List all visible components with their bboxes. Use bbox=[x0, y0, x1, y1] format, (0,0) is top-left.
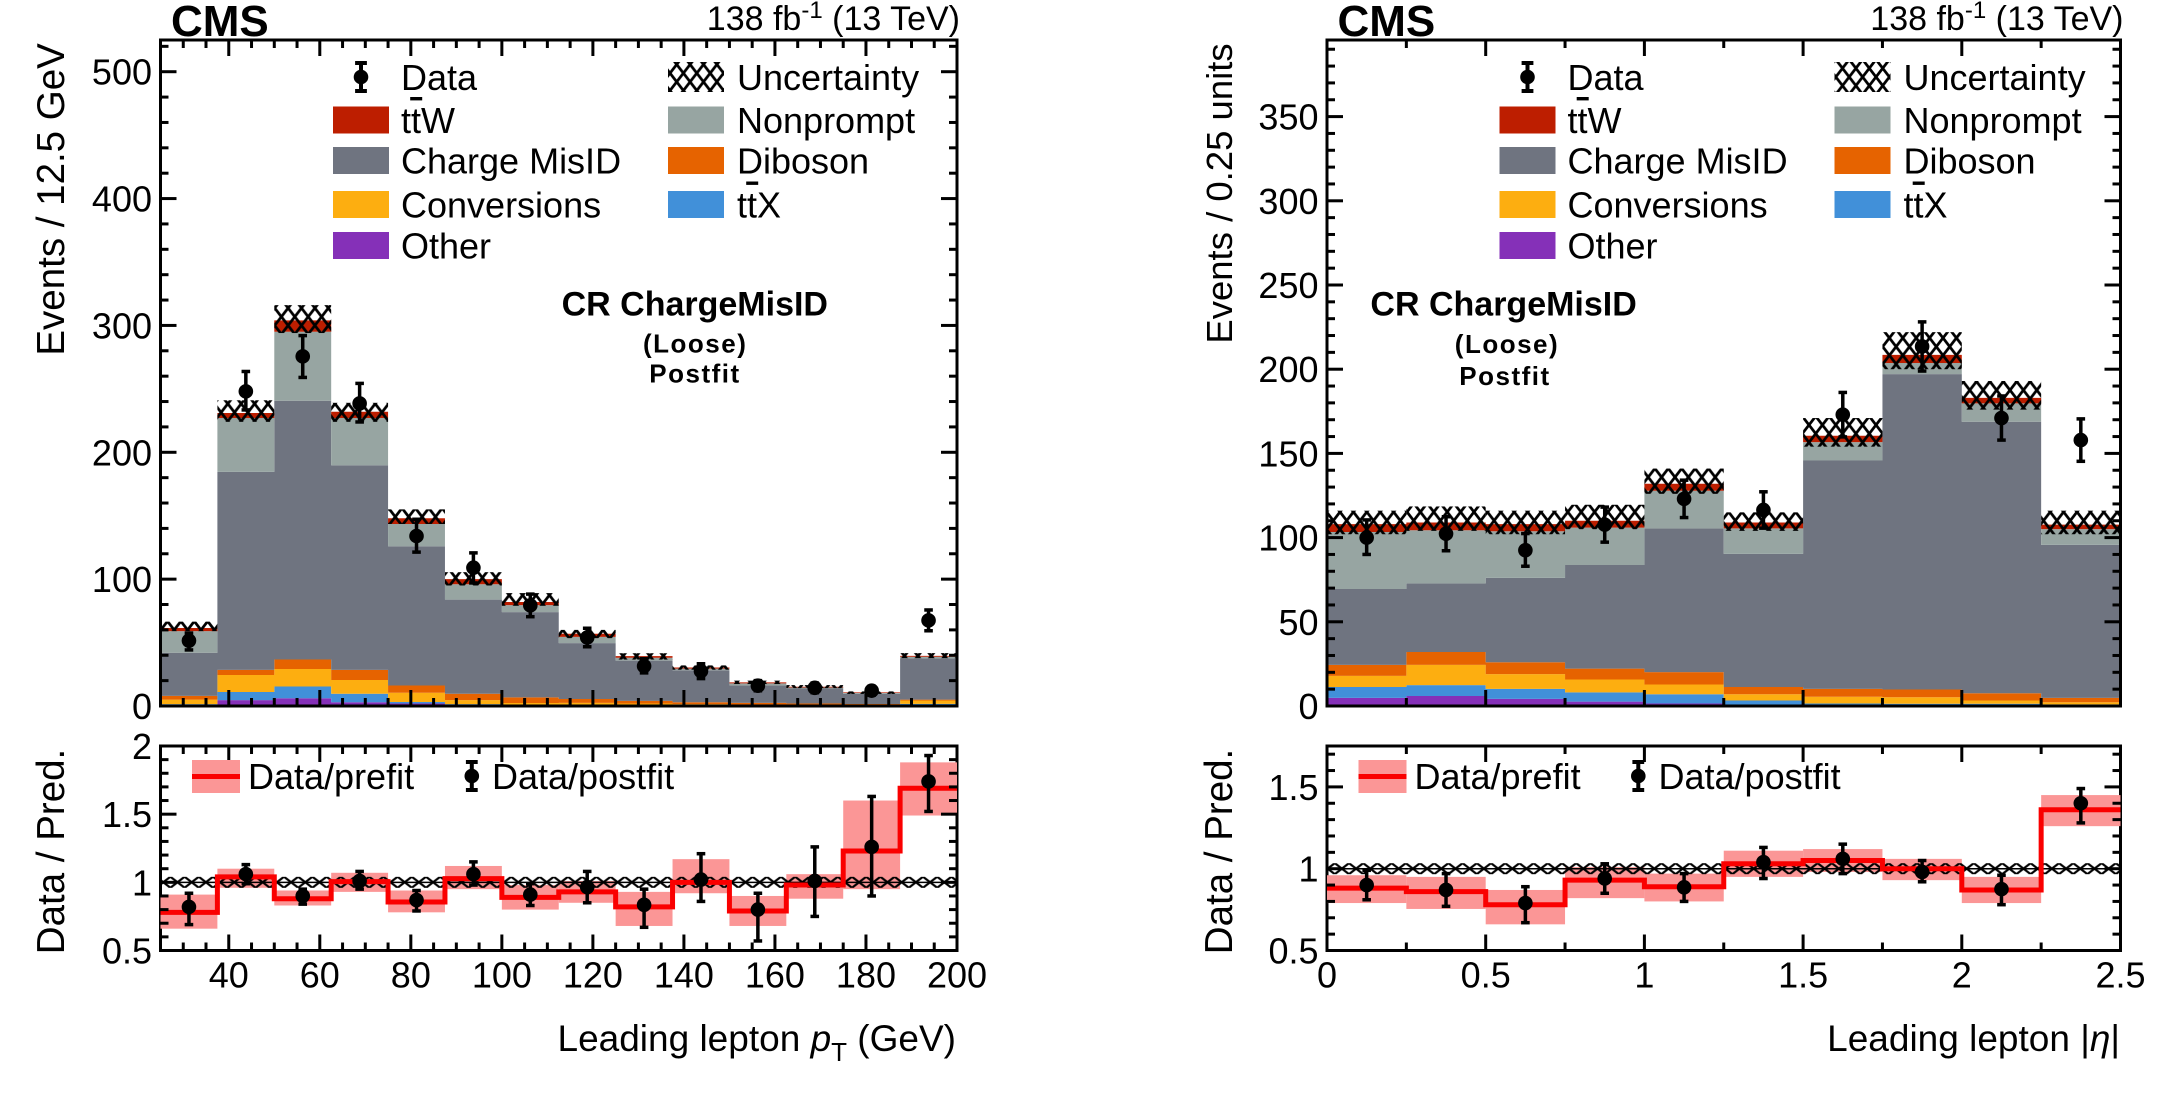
svg-text:160: 160 bbox=[745, 955, 805, 996]
svg-text:Data / Pred.: Data / Pred. bbox=[1198, 749, 1241, 954]
svg-text:CR ChargeMisID: CR ChargeMisID bbox=[1370, 286, 1636, 324]
svg-text:120: 120 bbox=[563, 955, 623, 996]
svg-text:0.5: 0.5 bbox=[1268, 931, 1318, 972]
svg-text:60: 60 bbox=[300, 955, 340, 996]
svg-text:1.5: 1.5 bbox=[1268, 767, 1318, 808]
svg-text:138 fb-1 (13 TeV): 138 fb-1 (13 TeV) bbox=[707, 0, 960, 38]
svg-text:Data / Pred.: Data / Pred. bbox=[30, 749, 73, 954]
svg-text:400: 400 bbox=[92, 179, 152, 220]
svg-text:100: 100 bbox=[1258, 518, 1318, 559]
svg-text:ttW: ttW bbox=[1568, 100, 1622, 141]
svg-text:0: 0 bbox=[132, 686, 152, 727]
svg-text:ttX: ttX bbox=[1904, 185, 1948, 226]
svg-text:Data: Data bbox=[1568, 57, 1645, 98]
svg-text:138 fb-1 (13 TeV): 138 fb-1 (13 TeV) bbox=[1870, 0, 2123, 38]
svg-text:500: 500 bbox=[92, 52, 152, 93]
svg-text:Conversions: Conversions bbox=[1568, 185, 1768, 226]
svg-text:300: 300 bbox=[92, 305, 152, 346]
svg-text:Postfit: Postfit bbox=[1459, 361, 1550, 391]
svg-text:Nonprompt: Nonprompt bbox=[1904, 100, 2082, 141]
svg-text:140: 140 bbox=[654, 955, 714, 996]
svg-text:0.5: 0.5 bbox=[102, 931, 152, 972]
svg-text:40: 40 bbox=[209, 955, 249, 996]
svg-text:Leading lepton |η|: Leading lepton |η| bbox=[1827, 1018, 2120, 1059]
svg-text:Charge MisID: Charge MisID bbox=[401, 141, 621, 182]
svg-text:250: 250 bbox=[1258, 265, 1318, 306]
svg-text:200: 200 bbox=[927, 955, 987, 996]
svg-text:Other: Other bbox=[401, 226, 491, 267]
svg-text:1.5: 1.5 bbox=[102, 794, 152, 835]
svg-text:Diboson: Diboson bbox=[1904, 141, 2036, 182]
svg-text:Data/postfit: Data/postfit bbox=[1659, 756, 1841, 797]
svg-text:2.5: 2.5 bbox=[2095, 955, 2145, 996]
svg-text:Uncertainty: Uncertainty bbox=[737, 57, 919, 98]
svg-text:ttW: ttW bbox=[401, 100, 455, 141]
svg-text:2: 2 bbox=[1952, 955, 1972, 996]
svg-text:Other: Other bbox=[1568, 226, 1658, 267]
svg-text:50: 50 bbox=[1278, 602, 1318, 643]
svg-text:100: 100 bbox=[92, 559, 152, 600]
svg-text:Data: Data bbox=[401, 57, 478, 98]
svg-text:Postfit: Postfit bbox=[649, 359, 740, 389]
svg-text:CMS: CMS bbox=[1338, 0, 1436, 46]
svg-text:1: 1 bbox=[132, 862, 152, 903]
svg-text:Charge MisID: Charge MisID bbox=[1568, 141, 1788, 182]
svg-text:Conversions: Conversions bbox=[401, 185, 601, 226]
svg-text:(Loose): (Loose) bbox=[643, 328, 747, 358]
svg-text:0: 0 bbox=[1317, 955, 1337, 996]
svg-text:1: 1 bbox=[1634, 955, 1654, 996]
svg-text:Uncertainty: Uncertainty bbox=[1904, 57, 2086, 98]
svg-text:300: 300 bbox=[1258, 181, 1318, 222]
svg-text:1: 1 bbox=[1298, 849, 1318, 890]
svg-text:Data/postfit: Data/postfit bbox=[492, 756, 674, 797]
svg-text:CR ChargeMisID: CR ChargeMisID bbox=[562, 286, 828, 324]
svg-text:0.5: 0.5 bbox=[1461, 955, 1511, 996]
svg-text:150: 150 bbox=[1258, 433, 1318, 474]
svg-text:80: 80 bbox=[391, 955, 431, 996]
svg-text:1.5: 1.5 bbox=[1778, 955, 1828, 996]
svg-text:200: 200 bbox=[1258, 349, 1318, 390]
svg-text:Events / 0.25 units: Events / 0.25 units bbox=[1199, 43, 1240, 343]
svg-text:ttX: ttX bbox=[737, 185, 781, 226]
svg-text:0: 0 bbox=[1298, 686, 1318, 727]
svg-text:Diboson: Diboson bbox=[737, 141, 869, 182]
svg-text:(Loose): (Loose) bbox=[1455, 329, 1559, 359]
svg-text:Nonprompt: Nonprompt bbox=[737, 100, 915, 141]
svg-text:100: 100 bbox=[472, 955, 532, 996]
svg-text:Data/prefit: Data/prefit bbox=[1415, 756, 1581, 797]
svg-text:2: 2 bbox=[132, 726, 152, 767]
svg-text:Data/prefit: Data/prefit bbox=[248, 756, 414, 797]
svg-text:200: 200 bbox=[92, 432, 152, 473]
svg-text:CMS: CMS bbox=[171, 0, 269, 46]
svg-text:Events / 12.5 GeV: Events / 12.5 GeV bbox=[30, 43, 73, 356]
svg-text:Leading lepton pT (GeV): Leading lepton pT (GeV) bbox=[558, 1018, 957, 1067]
svg-text:350: 350 bbox=[1258, 97, 1318, 138]
svg-text:180: 180 bbox=[836, 955, 896, 996]
